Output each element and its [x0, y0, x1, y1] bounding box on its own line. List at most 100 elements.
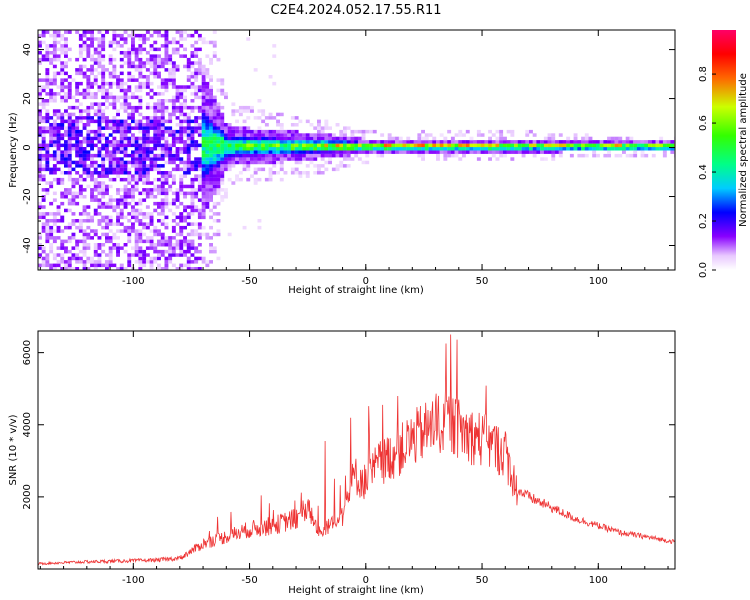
heatmap-cell — [71, 198, 76, 202]
heatmap-cell — [108, 222, 113, 226]
heatmap-cell — [64, 119, 68, 124]
heatmap-cell — [387, 140, 392, 144]
heatmap-cell — [543, 136, 548, 141]
heatmap-cell — [209, 140, 213, 144]
heatmap-cell — [101, 109, 106, 113]
heatmap-cell — [153, 208, 158, 213]
heatmap-cell — [86, 164, 91, 168]
heatmap-cell — [197, 243, 202, 247]
heatmap-cell — [253, 68, 258, 72]
heatmap-cell — [60, 157, 65, 161]
heatmap-cell — [197, 37, 202, 41]
heatmap-cell — [142, 150, 147, 154]
colorbar-tick-label: 0.6 — [698, 115, 709, 131]
heatmap-cell — [246, 136, 251, 141]
heatmap-cell — [67, 47, 72, 52]
heatmap-cell — [186, 143, 191, 148]
heatmap-cell — [160, 143, 165, 148]
heatmap-cell — [194, 119, 199, 124]
heatmap-cell — [447, 129, 452, 134]
heatmap-cell — [93, 184, 98, 189]
heatmap-cell — [52, 57, 57, 62]
heatmap-cell — [127, 181, 132, 185]
heatmap-cell — [97, 112, 102, 117]
heatmap-cell — [290, 129, 295, 134]
heatmap-cell — [101, 215, 106, 220]
heatmap-cell — [220, 167, 225, 172]
heatmap-cell — [417, 133, 422, 137]
heatmap-cell — [220, 105, 225, 110]
heatmap-cell — [242, 143, 247, 148]
heatmap-cell — [78, 150, 83, 154]
heatmap-cell — [82, 160, 87, 165]
heatmap-cell — [201, 157, 206, 161]
heatmap-cell — [116, 188, 120, 192]
heatmap-cell — [134, 249, 139, 254]
heatmap-cell — [119, 177, 124, 182]
heatmap-cell — [97, 174, 102, 178]
heatmap-cell — [503, 147, 507, 151]
heatmap-cell — [309, 147, 314, 151]
heatmap-cell — [38, 167, 42, 172]
heatmap-cell — [644, 140, 649, 144]
heatmap-cell — [123, 188, 128, 192]
heatmap-cell — [97, 205, 102, 209]
heatmap-cell — [41, 225, 46, 230]
heatmap-cell — [49, 184, 54, 189]
heatmap-cell — [294, 171, 299, 175]
heatmap-cell — [64, 126, 68, 130]
heatmap-cell — [116, 147, 120, 151]
heatmap-cell — [592, 147, 597, 151]
heatmap-cell — [145, 260, 150, 264]
heatmap-cell — [607, 136, 611, 141]
heatmap-cell — [131, 140, 135, 144]
heatmap-cell — [171, 201, 176, 206]
heatmap-cell — [105, 153, 109, 158]
heatmap-cell — [134, 109, 139, 113]
heatmap-cell — [101, 263, 106, 268]
heatmap-cell — [101, 153, 106, 158]
heatmap-cell — [60, 78, 65, 82]
heatmap-cell — [532, 140, 537, 144]
heatmap-cell — [93, 167, 98, 172]
heatmap-cell — [194, 126, 199, 130]
heatmap-cell — [119, 64, 124, 69]
heatmap-cell — [93, 51, 98, 55]
heatmap-cell — [190, 119, 195, 124]
heatmap-cell — [484, 140, 489, 144]
heatmap-cell — [52, 267, 57, 270]
heatmap-cell — [52, 78, 57, 82]
heatmap-cell — [105, 201, 109, 206]
heatmap-cell — [127, 88, 132, 93]
heatmap-cell — [149, 140, 154, 144]
heatmap-cell — [52, 212, 57, 216]
heatmap-cell — [250, 105, 254, 110]
heatmap-cell — [183, 30, 187, 34]
heatmap-cell — [86, 81, 91, 86]
heatmap-cell — [257, 153, 262, 158]
heatmap-cell — [160, 267, 165, 270]
heatmap-cell — [168, 150, 173, 154]
heatmap-cell — [134, 177, 139, 182]
heatmap-cell — [108, 44, 113, 48]
heatmap-cell — [60, 136, 65, 141]
heatmap-cell — [175, 88, 180, 93]
heatmap-cell — [78, 174, 83, 178]
heatmap-cell — [145, 37, 150, 41]
heatmap-cell — [209, 236, 213, 240]
heatmap-cell — [123, 205, 128, 209]
heatmap-cell — [153, 229, 158, 233]
heatmap-cell — [60, 177, 65, 182]
heatmap-cell — [45, 81, 50, 86]
heatmap-cell — [197, 61, 202, 65]
heatmap-cell — [361, 150, 366, 154]
heatmap-cell — [197, 57, 202, 62]
heatmap-cell — [49, 225, 54, 230]
heatmap-cell — [116, 33, 120, 38]
heatmap-cell — [41, 140, 46, 144]
heatmap-cell — [71, 232, 76, 237]
heatmap-cell — [343, 129, 347, 134]
heatmap-cell — [216, 116, 221, 120]
heatmap-cell — [197, 33, 202, 38]
heatmap-cell — [238, 105, 243, 110]
